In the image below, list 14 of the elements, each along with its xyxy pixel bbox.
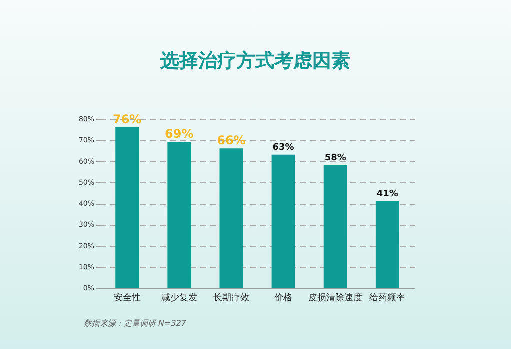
data-label: 41%: [376, 189, 398, 200]
x-tick-label: 给药频率: [370, 292, 406, 304]
x-tick-label: 价格: [274, 292, 293, 304]
data-label: 69%: [165, 127, 194, 142]
data-label: 63%: [272, 142, 294, 153]
x-tick-label: 长期疗效: [213, 292, 250, 304]
data-label: 66%: [217, 134, 246, 148]
data-label: 76%: [112, 112, 142, 126]
source-note: 数据来源：定量调研 N=327: [84, 318, 186, 329]
chart-title: 选择治疗方式考虑因素: [160, 49, 352, 74]
x-tick-label: 皮损清除速度: [308, 292, 363, 304]
x-tick-label: 安全性: [114, 292, 141, 304]
data-label: 58%: [324, 153, 346, 164]
x-tick-label: 减少复发: [161, 292, 198, 304]
